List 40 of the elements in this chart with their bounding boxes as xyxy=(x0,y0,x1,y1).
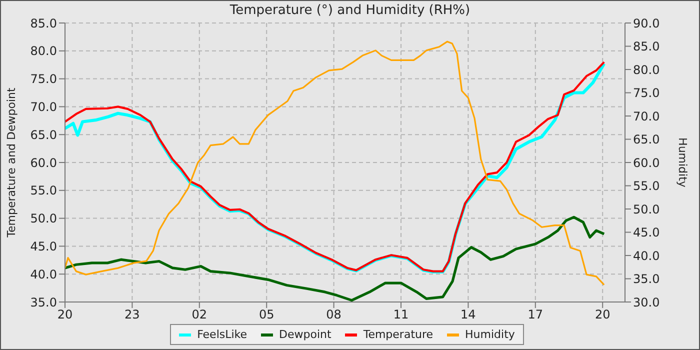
x-tick-label: 08 xyxy=(326,308,342,322)
x-tick-label: 05 xyxy=(258,308,274,322)
x-tick-label: 23 xyxy=(124,308,140,322)
y2-tick-label: 60.0 xyxy=(633,156,660,170)
x-tick-label: 02 xyxy=(192,308,208,322)
y2-tick-label: 90.0 xyxy=(633,16,660,30)
legend-label: Temperature xyxy=(363,328,434,341)
y2-tick-label: 85.0 xyxy=(633,40,660,54)
y2-tick-label: 35.0 xyxy=(633,272,660,286)
y2-tick-label: 75.0 xyxy=(633,86,660,100)
y2-axis-title: Humidity xyxy=(676,138,690,188)
y-tick-label: 35.0 xyxy=(30,295,57,310)
legend-label: Humidity xyxy=(465,328,515,341)
x-tick-label: 11 xyxy=(393,308,409,322)
x-tick-label: 14 xyxy=(460,308,476,322)
y-tick-label: 60.0 xyxy=(30,156,57,170)
y2-tick-label: 65.0 xyxy=(633,132,660,147)
y-tick-label: 75.0 xyxy=(30,72,57,86)
legend-label: FeelsLike xyxy=(197,328,248,341)
y-axis-title: Temperature and Dewpoint xyxy=(4,86,18,238)
y2-tick-label: 55.0 xyxy=(633,179,660,194)
chart-title: Temperature (°) and Humidity (RH%) xyxy=(228,3,472,18)
y-tick-label: 40.0 xyxy=(30,267,57,282)
y-tick-label: 85.0 xyxy=(30,16,57,30)
y2-tick-label: 70.0 xyxy=(633,109,660,124)
y-tick-label: 55.0 xyxy=(30,184,57,198)
y2-tick-label: 80.0 xyxy=(633,62,660,77)
y-tick-label: 65.0 xyxy=(30,128,57,142)
y2-tick-label: 45.0 xyxy=(633,226,660,240)
y2-tick-label: 30.0 xyxy=(633,295,660,310)
y2-tick-label: 40.0 xyxy=(633,248,660,263)
x-tick-label: 20 xyxy=(57,308,73,322)
x-tick-label: 20 xyxy=(594,308,610,322)
y-tick-label: 45.0 xyxy=(30,239,57,254)
y-tick-label: 80.0 xyxy=(30,44,57,58)
legend-label: Dewpoint xyxy=(279,328,332,341)
y-tick-label: 70.0 xyxy=(30,100,57,114)
y-tick-label: 50.0 xyxy=(30,212,57,226)
y2-tick-label: 50.0 xyxy=(633,202,660,216)
x-tick-label: 17 xyxy=(528,308,544,322)
